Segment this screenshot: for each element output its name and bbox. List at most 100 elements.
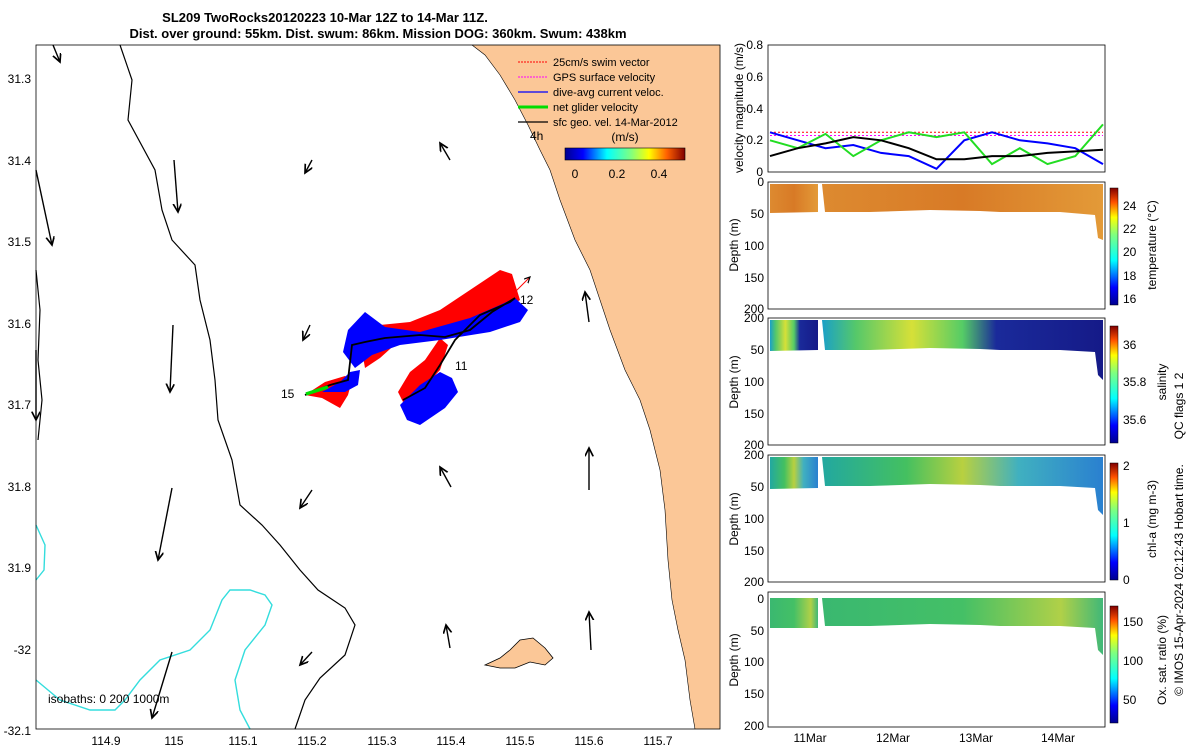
chla-cbar-tick: 2 — [1123, 459, 1130, 473]
velocity-series-line — [769, 123, 1104, 166]
oxygen-y-tick: 50 — [751, 624, 765, 638]
velocity-y-tick: 0.6 — [746, 70, 763, 84]
land-area — [472, 45, 720, 729]
salinity-y-tick: 200 — [744, 438, 764, 452]
oxygen-y-tick: 200 — [744, 719, 764, 733]
oxygen-panel: 0 50 100 150 200 Depth (m) 150 100 50 Ox… — [727, 591, 1169, 733]
isobath-200m — [119, 44, 356, 730]
geo-arrow — [440, 467, 452, 488]
oxygen-colorbar — [1109, 605, 1119, 724]
chla-section — [770, 457, 818, 489]
geo-arrow — [152, 651, 173, 718]
isobath-0m-contour — [35, 589, 273, 730]
map-y-tick: 31.6 — [8, 317, 32, 331]
geo-arrow — [440, 143, 451, 161]
map-colorbar-tick: 0.2 — [609, 167, 626, 181]
oxygen-y-label: Depth (m) — [727, 633, 741, 686]
velocity-y-tick: 0 — [756, 165, 763, 179]
chla-section — [822, 457, 1103, 515]
geo-arrow — [300, 489, 313, 508]
temperature-panel: 0 50 100 150 200 Depth (m) 24 22 20 18 1… — [727, 175, 1159, 316]
velocity-y-tick: 0.8 — [746, 38, 763, 52]
map-x-tick: 114.9 — [91, 734, 120, 748]
temperature-section — [770, 184, 818, 213]
velocity-series-line — [769, 136, 1104, 161]
time-tick: 12Mar — [876, 731, 910, 745]
salinity-cbar-tick: 35.8 — [1123, 375, 1147, 389]
map-y-tick: 31.8 — [8, 480, 32, 494]
geo-arrow — [170, 324, 173, 392]
glider-track-line — [304, 297, 516, 401]
map-x-tick: 115.5 — [505, 734, 534, 748]
legend-label-swim: 25cm/s swim vector — [553, 57, 650, 69]
velocity-panel: 0.8 0.6 0.4 0.2 0 velocity magnitude (m/… — [732, 38, 1106, 179]
chla-y-tick: 150 — [744, 544, 764, 558]
waypoint-label-12: 12 — [520, 293, 534, 307]
map-colorbar-title: (m/s) — [611, 130, 638, 144]
salinity-y-tick: 100 — [744, 375, 764, 389]
swim-vector-fan-1 — [360, 270, 520, 368]
salinity-y-label: Depth (m) — [727, 355, 741, 408]
swim-vector-arrow — [511, 277, 530, 296]
current-vector-fan-1 — [343, 298, 528, 368]
legend-label-geo: sfc geo. vel. 14-Mar-2012 — [553, 117, 678, 129]
swim-vector-fan-2 — [398, 338, 448, 402]
isobath-1000m — [35, 269, 43, 441]
oxygen-cbar-tick: 100 — [1123, 654, 1143, 668]
coastline — [471, 44, 696, 730]
oxygen-cbar-tick: 50 — [1123, 693, 1137, 707]
geo-velocity-arrows — [36, 44, 591, 718]
credit-note: © IMOS 15-Apr-2024 02:12:43 Hobart time. — [1172, 464, 1186, 696]
temperature-cbar-tick: 20 — [1123, 245, 1137, 259]
map-x-tick: 115.1 — [228, 734, 257, 748]
current-vector-fan-3 — [322, 370, 360, 392]
isobath-0m-west — [35, 524, 46, 581]
net-velocity-arrow — [305, 385, 329, 396]
map-y-ticks: 31.3 31.4 31.5 31.6 31.7 31.8 31.9 -32 -… — [4, 72, 32, 738]
velocity-y-tick: 0.4 — [746, 102, 763, 116]
geo-arrow — [174, 159, 178, 212]
velocity-series — [769, 123, 1104, 171]
salinity-colorbar — [1109, 325, 1119, 444]
chla-y-tick: 200 — [744, 575, 764, 589]
chla-cbar-tick: 1 — [1123, 516, 1130, 530]
map-y-tick: 31.3 — [8, 72, 32, 86]
map-y-tick: 31.7 — [8, 398, 32, 412]
geo-arrow — [303, 324, 311, 340]
map-x-tick: 115 — [164, 734, 183, 748]
island — [483, 637, 554, 669]
current-vector-fan-2 — [400, 372, 458, 425]
time-tick: 14Mar — [1041, 731, 1075, 745]
chla-cbar-tick: 0 — [1123, 573, 1130, 587]
oxygen-y-tick: 0 — [757, 592, 764, 606]
geo-arrow — [446, 625, 450, 649]
oxygen-section — [770, 598, 818, 628]
qc-flags-note: QC flags 1 2 — [1172, 372, 1186, 439]
map-y-tick: -32.1 — [4, 724, 32, 738]
isobath-note: isobaths: 0 200 1000m — [48, 692, 169, 706]
geo-arrow — [52, 44, 60, 62]
chla-colorbar — [1109, 462, 1119, 581]
map-y-tick: 31.4 — [8, 154, 32, 168]
geo-arrow — [300, 651, 313, 665]
velocity-axes-frame — [767, 44, 1106, 173]
geo-arrow — [585, 292, 589, 323]
salinity-cbar-label: salinity — [1155, 364, 1169, 401]
geo-arrow — [158, 487, 173, 560]
velocity-y-tick: 0.2 — [746, 133, 763, 147]
legend-label-current: dive-avg current veloc. — [553, 87, 664, 99]
map-title-line2: Dist. over ground: 55km. Dist. swum: 86k… — [129, 26, 626, 41]
salinity-cbar-tick: 35.6 — [1123, 413, 1147, 427]
map-title-line1: SL209 TwoRocks20120223 10-Mar 12Z to 14-… — [162, 10, 488, 25]
map-y-tick: 31.9 — [8, 561, 32, 575]
chla-y-tick: 50 — [751, 480, 765, 494]
temperature-cbar-tick: 22 — [1123, 222, 1137, 236]
legend-label-net: net glider velocity — [553, 102, 638, 114]
temperature-colorbar — [1109, 187, 1119, 306]
map-y-tick: 31.5 — [8, 235, 32, 249]
chla-y-tick: 100 — [744, 512, 764, 526]
oxygen-section — [822, 598, 1103, 655]
map-x-tick: 115.7 — [643, 734, 672, 748]
salinity-panel: 200 50 100 150 200 Depth (m) 36 35.8 35.… — [727, 311, 1169, 452]
time-tick: 13Mar — [959, 731, 993, 745]
